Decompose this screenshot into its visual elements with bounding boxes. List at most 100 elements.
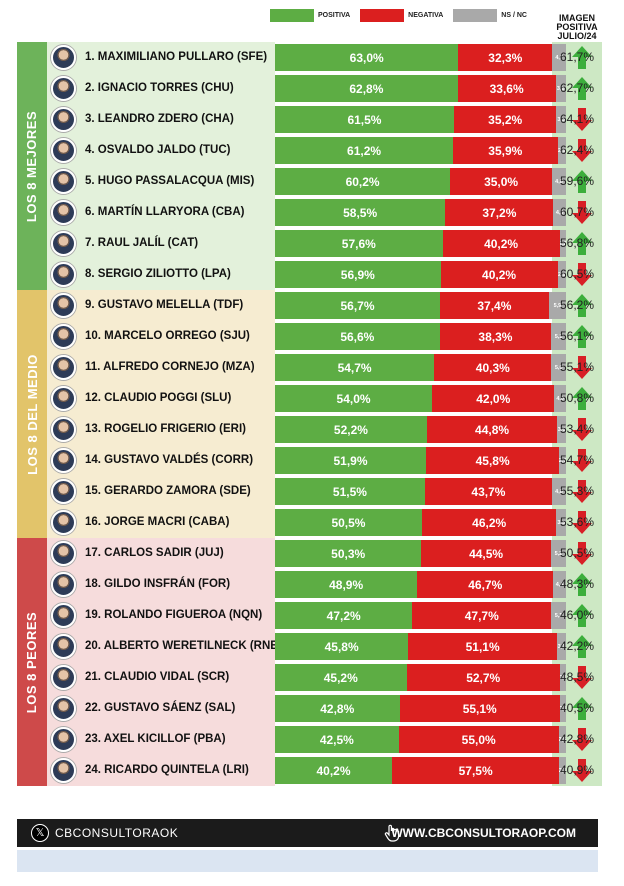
ranking-row: 9. GUSTAVO MELELLA (TDF) 56,7% 37,4% 5,9 xyxy=(47,291,597,320)
bar-positive-label: 47,2% xyxy=(326,608,361,623)
bar-positive-label: 42,5% xyxy=(319,732,354,747)
bar-nsnc-label: 2,9 xyxy=(557,271,566,278)
ranking-row: 23. AXEL KICILLOF (PBA) 42,5% 55,0% 2,5 xyxy=(47,725,597,754)
avatar xyxy=(51,696,76,721)
legend-nsnc-swatch xyxy=(453,9,498,22)
legend-negative-swatch xyxy=(360,9,405,22)
bar-nsnc: 2,9 xyxy=(557,137,566,164)
legend-positive-swatch xyxy=(270,9,314,22)
bar-nsnc: 2,3 xyxy=(559,447,566,474)
bar-nsnc-label: 3,0 xyxy=(557,426,566,433)
governor-name: 7. RAUL JALÍL (CAT) xyxy=(85,237,199,249)
arrow-up-icon xyxy=(572,232,592,255)
bar-negative-label: 42,0% xyxy=(476,391,511,406)
bar-nsnc: 3,6 xyxy=(555,75,566,102)
ranking-row: 12. CLAUDIO POGGI (SLU) 54,0% 42,0% 4,0 xyxy=(47,384,597,413)
stacked-bar: 51,9% 45,8% 2,3 xyxy=(275,447,566,474)
governor-name: 9. GUSTAVO MELELLA (TDF) xyxy=(85,299,244,311)
governor-name: 20. ALBERTO WERETILNECK (RNE) xyxy=(85,640,282,652)
ranking-row: 19. ROLANDO FIGUEROA (NQN) 47,2% 47,7% 5,1 xyxy=(47,601,597,630)
bar-negative: 55,1% xyxy=(399,695,560,722)
avatar xyxy=(51,138,76,163)
group-label: LOS 8 DEL MEDIO xyxy=(24,353,40,475)
stacked-bar: 51,5% 43,7% 4,8 xyxy=(275,478,566,505)
footer: 𝕏 CBCONSULTORAOK WWW.CBCONSULTORAOP.COM xyxy=(17,819,598,847)
arrow-down-icon xyxy=(572,418,592,441)
bar-negative-label: 47,7% xyxy=(464,608,499,623)
bar-nsnc: 4,8 xyxy=(552,478,566,505)
x-logo-icon: 𝕏 xyxy=(31,824,49,842)
bar-negative: 35,0% xyxy=(450,168,553,195)
governor-name: 5. HUGO PASSALACQUA (MIS) xyxy=(85,175,255,187)
arrow-up-icon xyxy=(572,573,592,596)
governor-name: 6. MARTÍN LLARYORA (CBA) xyxy=(85,206,245,218)
bar-negative: 42,0% xyxy=(432,385,555,412)
bar-nsnc-label: 5,0 xyxy=(554,364,563,371)
bar-nsnc-label: 3,3 xyxy=(557,116,565,123)
bar-positive-label: 56,7% xyxy=(340,298,375,313)
bar-negative: 35,2% xyxy=(453,106,557,133)
ranking-row: 17. CARLOS SADIR (JUJ) 50,3% 44,5% 5,2 xyxy=(47,539,597,568)
governor-name: 16. JORGE MACRI (CABA) xyxy=(85,516,230,528)
governor-name: 22. GUSTAVO SÁENZ (SAL) xyxy=(85,702,236,714)
ranking-row: 15. GERARDO ZAMORA (SDE) 51,5% 43,7% 4,8 xyxy=(47,477,597,506)
bar-nsnc: 4,0 xyxy=(554,385,566,412)
bar-positive: 50,3% xyxy=(275,540,422,567)
image-column-background xyxy=(552,42,602,786)
avatar xyxy=(51,634,76,659)
bar-positive: 60,2% xyxy=(275,168,451,195)
website-link[interactable]: WWW.CBCONSULTORAOP.COM xyxy=(391,826,576,840)
avatar xyxy=(51,324,76,349)
governor-name: 13. ROGELIO FRIGERIO (ERI) xyxy=(85,423,247,435)
bar-positive: 57,6% xyxy=(275,230,443,257)
bar-positive-label: 52,2% xyxy=(333,422,368,437)
governor-name: 15. GERARDO ZAMORA (SDE) xyxy=(85,485,251,497)
bar-nsnc: 3,1 xyxy=(556,633,566,660)
ranking-row: 22. GUSTAVO SÁENZ (SAL) 42,8% 55,1% 2,1 xyxy=(47,694,597,723)
bar-positive-label: 45,2% xyxy=(323,670,358,685)
bar-positive: 47,2% xyxy=(275,602,413,629)
bar-negative-label: 46,2% xyxy=(472,515,507,530)
bar-negative: 40,2% xyxy=(442,230,560,257)
bar-nsnc-label: 2,2 xyxy=(559,240,566,247)
bar-nsnc: 3,3 xyxy=(556,509,566,536)
arrow-down-icon xyxy=(572,542,592,565)
stacked-bar: 45,8% 51,1% 3,1 xyxy=(275,633,566,660)
pointer-hand-icon xyxy=(384,824,400,842)
x-handle[interactable]: CBCONSULTORAOK xyxy=(55,826,179,840)
bar-positive: 45,8% xyxy=(275,633,409,660)
image-julio24-value: 56,8% xyxy=(559,236,595,250)
avatar xyxy=(51,541,76,566)
bar-negative: 33,6% xyxy=(457,75,556,102)
bar-nsnc-label: 2,9 xyxy=(557,147,566,154)
bar-nsnc: 5,2 xyxy=(550,540,566,567)
governor-name: 14. GUSTAVO VALDÉS (CORR) xyxy=(85,454,254,466)
governor-name: 4. OSVALDO JALDO (TUC) xyxy=(85,144,231,156)
ranking-row: 1. MAXIMILIANO PULLARO (SFE) 63,0% 32,3% 4,… xyxy=(47,43,597,72)
avatar xyxy=(51,510,76,535)
legend-positive: POSITIVA xyxy=(270,9,350,22)
avatar xyxy=(51,665,76,690)
bar-positive: 42,8% xyxy=(275,695,400,722)
stacked-bar: 54,7% 40,3% 5,0 xyxy=(275,354,566,381)
image-julio24-value: 42,2% xyxy=(559,639,595,653)
bar-negative: 44,5% xyxy=(421,540,551,567)
legend-negative-label: NEGATIVA xyxy=(408,12,444,19)
bar-negative-label: 55,1% xyxy=(462,701,497,716)
avatar xyxy=(51,200,76,225)
stacked-bar: 60,2% 35,0% 4,8 xyxy=(275,168,566,195)
legend-nsnc-label: NS / NC xyxy=(501,12,527,19)
bar-positive: 40,2% xyxy=(275,757,392,784)
bar-negative-label: 35,9% xyxy=(488,143,523,158)
bar-nsnc-label: 4,0 xyxy=(556,395,564,402)
bar-positive: 48,9% xyxy=(275,571,418,598)
stacked-bar: 58,5% 37,2% 4,3 xyxy=(275,199,566,226)
arrow-down-icon xyxy=(572,511,592,534)
group-side-bar: LOS 8 PEORES xyxy=(17,538,47,786)
stacked-bar: 50,3% 44,5% 5,2 xyxy=(275,540,566,567)
bar-negative: 52,7% xyxy=(406,664,560,691)
bar-nsnc: 5,1 xyxy=(551,602,566,629)
bar-nsnc-label: 5,9 xyxy=(553,302,562,309)
image-julio24-value: 62,4% xyxy=(559,143,595,157)
avatar xyxy=(51,231,76,256)
